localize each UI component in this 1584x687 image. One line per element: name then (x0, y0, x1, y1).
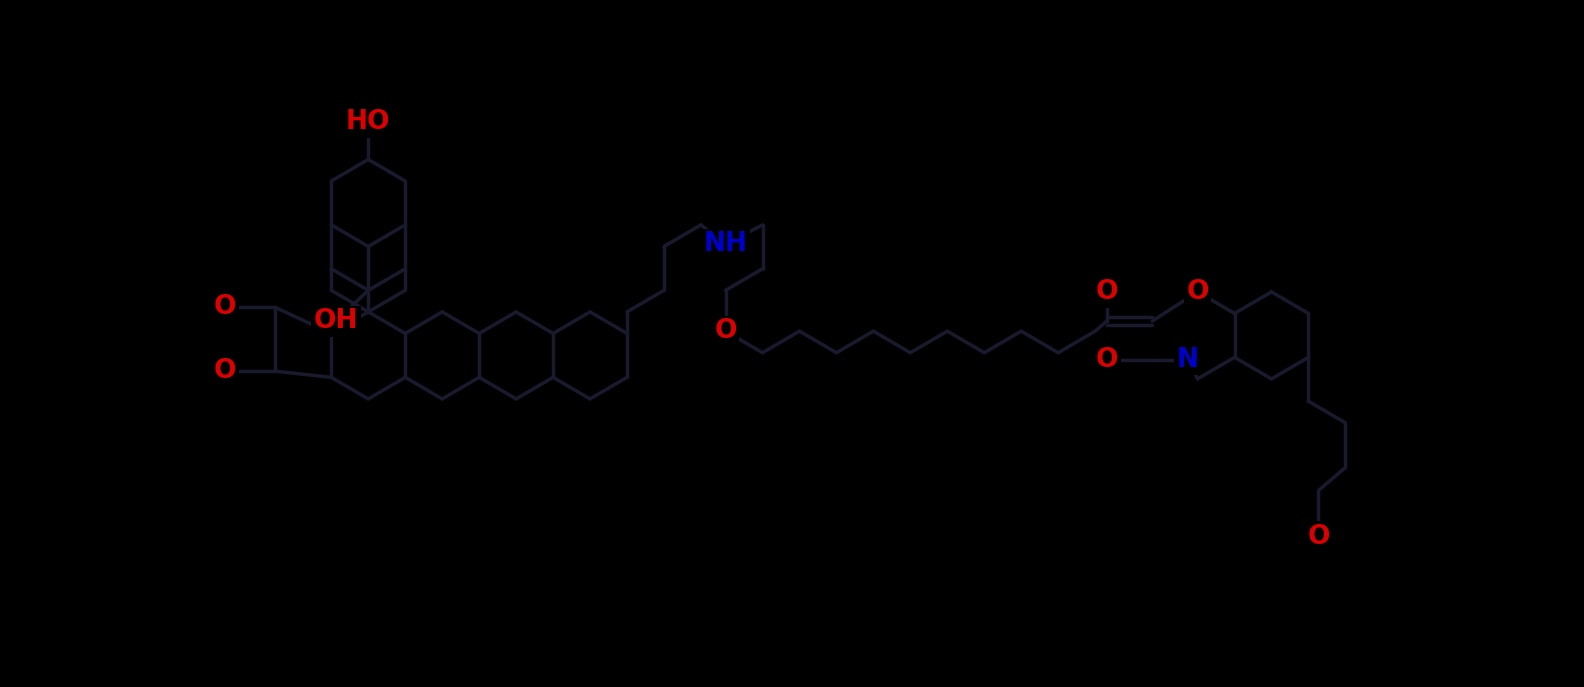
Text: O: O (714, 318, 737, 344)
Text: O: O (1096, 347, 1118, 372)
Text: O: O (1186, 279, 1209, 305)
Text: HO: HO (345, 109, 391, 135)
Text: O: O (1307, 523, 1329, 550)
Text: N: N (1177, 347, 1199, 372)
Text: O: O (214, 294, 236, 320)
Text: OH: OH (314, 308, 358, 334)
Text: O: O (214, 358, 236, 384)
Text: O: O (1096, 279, 1118, 305)
Text: NH: NH (703, 231, 748, 257)
